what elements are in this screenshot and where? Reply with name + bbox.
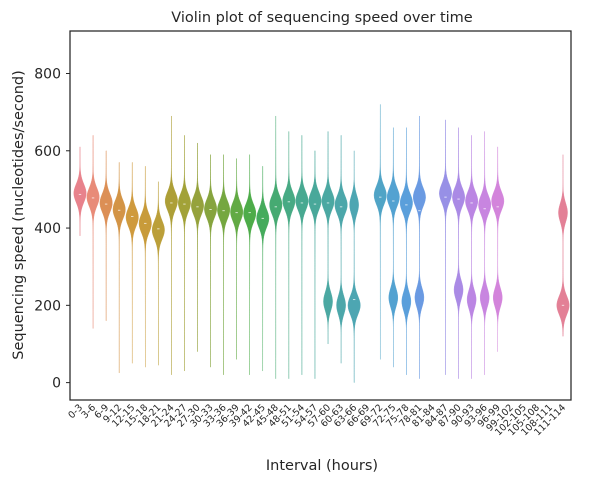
violin-84-87 [439,119,452,376]
violin-51-54 [295,135,309,376]
violin-63-66 [347,150,361,383]
violin-72-75 [386,127,400,368]
violin-21-24 [164,115,178,376]
violins-group [73,104,570,383]
violin-75-78 [399,127,413,376]
violin-96-99 [491,146,505,352]
violin-15-18 [138,166,152,368]
y-axis-title: Sequencing speed (nucleotides/second) [11,70,27,360]
violin-30-33 [204,154,217,368]
violin-60-63 [334,135,348,364]
chart-title: Violin plot of sequencing speed over tim… [171,10,473,26]
y-tick-label: 200 [34,298,61,314]
y-tick-label: 400 [34,221,61,237]
violin-3-6 [86,135,100,329]
violin-6-9 [99,150,113,321]
violin-12-15 [125,162,139,364]
violin-33-36 [217,154,230,376]
violin-57-60 [321,131,335,345]
violin-93-96 [478,131,492,376]
violin-0-3 [73,146,87,236]
violin-90-93 [465,135,479,379]
violin-42-45 [256,166,270,372]
violin-9-12 [112,162,126,374]
violin-87-90 [452,127,465,379]
violin-18-21 [151,181,165,366]
violin-48-51 [282,131,296,379]
x-axis-title: Interval (hours) [266,458,378,474]
y-axis-ticks: 0 200 400 600 800 [34,67,70,392]
x-axis-ticks: 0-33-66-99-1212-1515-1818-2121-2424-2727… [66,402,568,438]
y-tick-label: 600 [34,144,61,160]
violin-39-42 [243,154,257,376]
violin-24-27 [178,135,191,372]
violin-69-72 [373,104,387,360]
plot-frame [69,30,572,401]
violin-54-57 [308,150,322,379]
violin-45-48 [269,115,283,379]
y-tick-label: 0 [52,376,61,392]
violin-78-81 [413,115,426,379]
y-tick-label: 800 [34,67,61,83]
violin-111-114 [556,154,570,337]
violin-27-30 [191,142,204,352]
violin-36-39 [230,158,244,360]
